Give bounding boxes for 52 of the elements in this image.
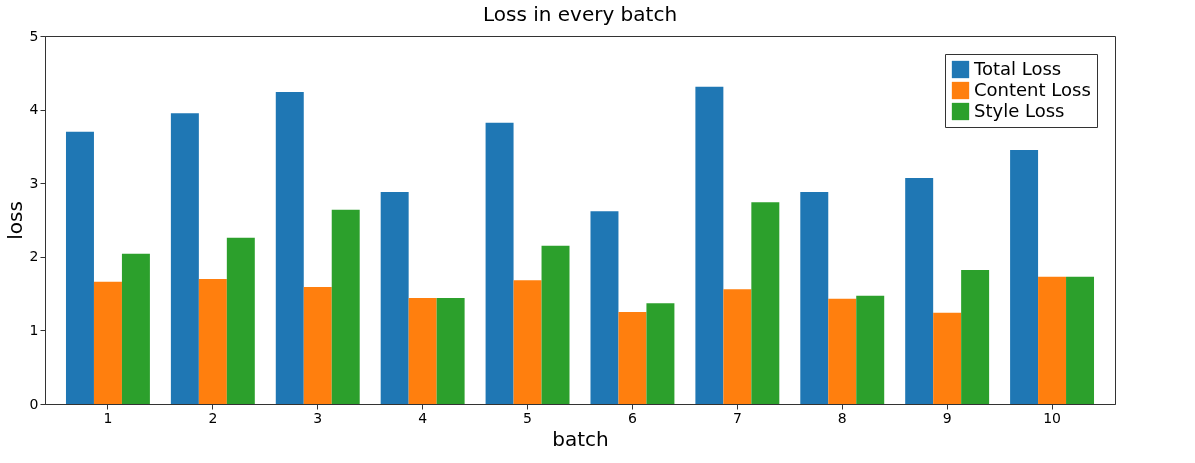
bar	[541, 245, 570, 404]
bar	[1038, 276, 1067, 404]
bar	[590, 211, 619, 404]
y-tick-label: 4	[29, 101, 39, 118]
bar	[513, 280, 542, 404]
bar	[485, 122, 514, 404]
x-tick-label: 6	[627, 409, 637, 426]
legend-label: Content Loss	[974, 78, 1091, 100]
bar	[723, 289, 752, 404]
x-tick-label: 7	[732, 409, 742, 426]
bar	[93, 281, 122, 404]
x-axis-title: batch	[552, 426, 609, 451]
chart-title: Loss in every batch	[482, 2, 678, 26]
bar	[408, 298, 437, 404]
bar	[828, 298, 857, 404]
y-tick-label: 3	[29, 174, 39, 191]
legend-label: Total Loss	[973, 57, 1062, 79]
y-tick-label: 0	[29, 395, 39, 412]
bar	[800, 192, 829, 404]
bar	[1010, 150, 1039, 404]
y-tick-label: 1	[29, 321, 39, 338]
x-tick-label: 10	[1043, 409, 1061, 426]
bar	[121, 253, 150, 404]
bar	[933, 312, 962, 404]
bar	[331, 209, 360, 404]
bar	[303, 286, 332, 404]
x-tick-label: 3	[313, 409, 323, 426]
y-tick-label: 5	[29, 27, 39, 44]
x-tick-label: 9	[942, 409, 952, 426]
y-axis-title: loss	[2, 201, 27, 240]
bar	[856, 295, 885, 404]
x-tick-label: 5	[523, 409, 533, 426]
bar	[170, 113, 199, 404]
bar	[1066, 276, 1095, 404]
x-tick-label: 1	[103, 409, 113, 426]
bar	[961, 270, 990, 404]
bar	[646, 303, 675, 404]
legend-label: Style Loss	[974, 99, 1065, 121]
bar	[226, 237, 255, 404]
bar	[198, 278, 227, 404]
bar	[380, 192, 409, 404]
y-tick-label: 2	[29, 248, 39, 265]
x-tick-label: 8	[837, 409, 847, 426]
x-tick-label: 4	[418, 409, 428, 426]
bar	[436, 298, 465, 404]
bar	[65, 131, 94, 404]
bar	[751, 202, 780, 404]
x-tick-label: 2	[208, 409, 218, 426]
bar	[695, 86, 724, 404]
bar	[905, 178, 934, 404]
bar	[275, 91, 304, 404]
bar	[618, 312, 647, 404]
